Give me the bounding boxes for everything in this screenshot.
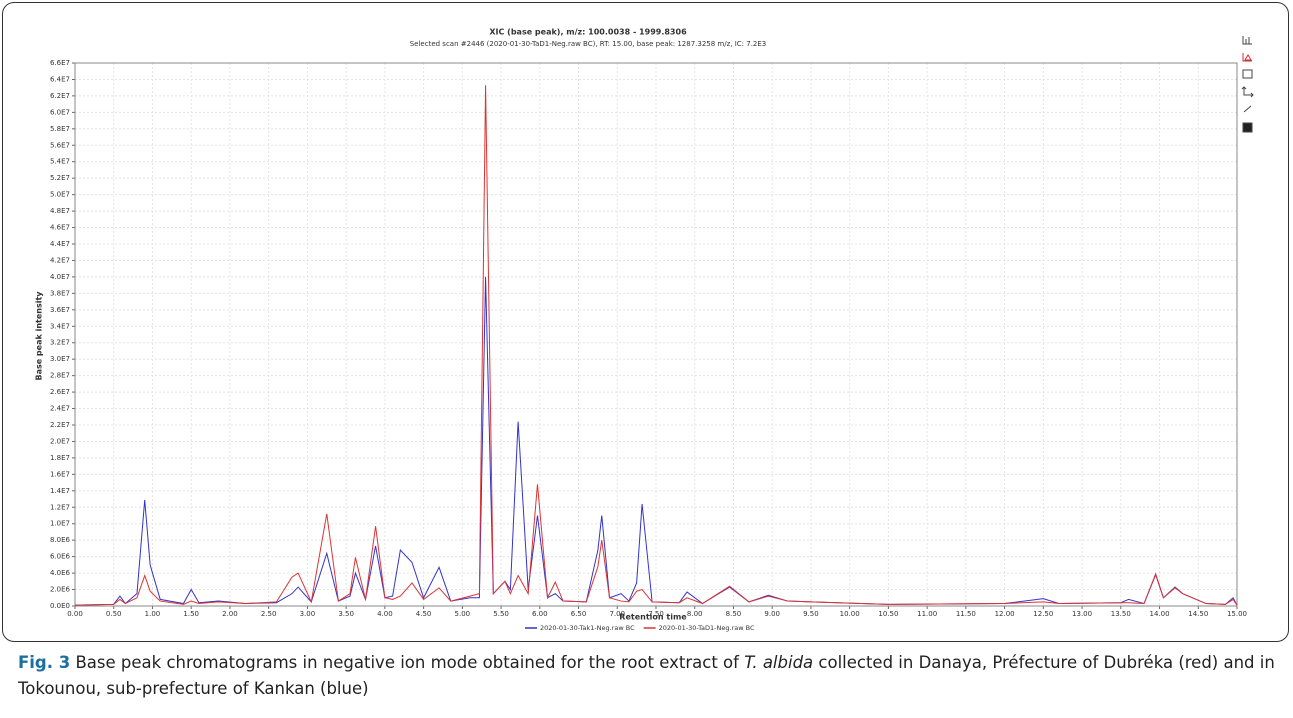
chart-subtitle: Selected scan #2446 (2020-01-30-TaD1-Neg… [410,40,767,48]
y-tick-label: 5.4E7 [50,158,70,166]
x-tick-label: 5.00 [455,610,471,618]
y-tick-label: 0.0E0 [50,602,70,610]
y-tick-label: 3.0E7 [50,355,70,363]
y-tick-label: 4.0E6 [50,569,71,577]
x-tick-label: 14.00 [1150,610,1170,618]
x-axis-label: Retention time [619,613,687,622]
y-tick-label: 2.8E7 [50,372,70,380]
y-tick-label: 2.2E7 [50,421,70,429]
caption-text: collected in Danaya, Préfecture of Dubré… [18,653,1275,698]
x-tick-label: 2.50 [261,610,277,618]
y-tick-label: 4.6E7 [50,224,70,232]
y-tick-label: 5.2E7 [50,174,70,182]
x-tick-label: 13.00 [1072,610,1092,618]
tool-icon[interactable] [1243,105,1252,113]
caption-species: T. albida [744,653,814,672]
x-tick-label: 2.00 [222,610,238,618]
y-tick-label: 3.8E7 [50,289,70,297]
y-axis-label: Base peak intensity [35,291,44,381]
y-tick-label: 2.0E6 [50,586,71,594]
x-tick-label: 9.50 [803,610,819,618]
y-tick-label: 3.6E7 [50,306,70,314]
x-tick-label: 1.00 [145,610,161,618]
y-tick-label: 4.4E7 [50,240,70,248]
y-tick-label: 1.6E7 [50,470,70,478]
y-tick-label: 1.2E7 [50,503,70,511]
tool-icon[interactable] [1241,86,1254,98]
x-tick-label: 0.50 [106,610,122,618]
y-tick-label: 1.4E7 [50,487,70,495]
toolbar [1241,36,1254,133]
y-tick-label: 2.0E7 [50,437,70,445]
x-tick-label: 7.50 [648,610,664,618]
x-tick-label: 12.00 [995,610,1015,618]
chart-frame: XIC (base peak), m/z: 100.0038 - 1999.83… [2,2,1289,642]
x-tick-label: 5.50 [493,610,509,618]
y-tick-label: 3.2E7 [50,339,70,347]
x-tick-label: 11.50 [956,610,976,618]
x-tick-label: 10.00 [840,610,860,618]
y-tick-label: 6.4E7 [50,75,70,83]
chart: XIC (base peak), m/z: 100.0038 - 1999.83… [35,28,1254,632]
series-line [74,85,1238,606]
x-tick-label: 0.00 [67,610,83,618]
y-tick-label: 2.4E7 [50,405,70,413]
caption-label: Fig. 3 [18,653,71,672]
legend-label: 2020-01-30-TaD1-Neg.raw BC [659,624,755,632]
x-tick-label: 8.50 [726,610,742,618]
y-tick-label: 5.8E7 [50,125,70,133]
y-tick-label: 1.8E7 [50,454,70,462]
y-tick-label: 6.0E7 [50,108,70,116]
x-tick-label: 7.00 [609,610,625,618]
x-tick-label: 3.50 [338,610,354,618]
caption-text: Base peak chromatograms in negative ion … [75,653,745,672]
tool-icon[interactable] [1242,122,1253,133]
x-tick-label: 9.00 [764,610,780,618]
y-tick-label: 4.2E7 [50,256,70,264]
x-tick-label: 4.00 [377,610,393,618]
y-tick-label: 6.6E7 [50,59,70,67]
x-tick-label: 1.50 [183,610,199,618]
legend-label: 2020-01-30-Tak1-Neg.raw BC [540,624,635,632]
x-tick-label: 4.50 [416,610,432,618]
y-tick-label: 4.0E7 [50,273,70,281]
y-tick-label: 8.0E6 [50,536,71,544]
tool-icon[interactable] [1242,53,1252,62]
y-tick-label: 4.8E7 [50,207,70,215]
figure-caption: Fig. 3 Base peak chromatograms in negati… [18,650,1283,702]
x-tick-label: 6.00 [532,610,548,618]
x-tick-label: 10.50 [878,610,898,618]
x-tick-label: 12.50 [1033,610,1053,618]
x-tick-label: 13.50 [1111,610,1131,618]
y-tick-label: 1.0E7 [50,520,70,528]
y-tick-label: 6.0E6 [50,553,71,561]
y-tick-label: 2.6E7 [50,388,70,396]
tool-icon[interactable] [1242,36,1252,45]
tool-icon[interactable] [1242,69,1253,79]
y-tick-label: 6.2E7 [50,92,70,100]
y-tick-label: 5.0E7 [50,191,70,199]
plot-border [74,62,1238,607]
y-tick-label: 3.4E7 [50,322,70,330]
x-tick-label: 6.50 [571,610,587,618]
chart-title: XIC (base peak), m/z: 100.0038 - 1999.83… [489,28,687,37]
y-tick-label: 5.6E7 [50,141,70,149]
x-tick-label: 14.50 [1188,610,1208,618]
x-tick-label: 8.00 [687,610,703,618]
x-tick-label: 3.00 [300,610,316,618]
x-tick-label: 15.00 [1227,610,1247,618]
x-tick-label: 11.00 [917,610,937,618]
